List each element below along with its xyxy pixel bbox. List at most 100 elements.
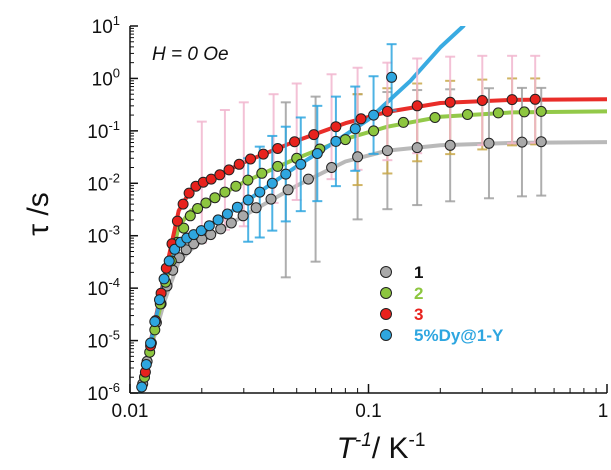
legend-label-series-4: 5%Dy@1-Y bbox=[414, 326, 504, 345]
legend-label-series-2: 2 bbox=[414, 284, 423, 303]
x-tick-labels: 0.01 0.1 1 bbox=[112, 401, 609, 422]
y-tick-label: 10-3 bbox=[87, 223, 120, 248]
data-point-series-3 bbox=[506, 94, 518, 106]
data-point-series-3 bbox=[183, 187, 195, 199]
data-point-series-4 bbox=[368, 109, 380, 121]
data-point-series-1 bbox=[180, 244, 192, 256]
data-point-series-3 bbox=[223, 164, 235, 176]
data-point-series-1 bbox=[535, 136, 547, 148]
data-point-series-2 bbox=[339, 134, 351, 146]
legend-marker-series-1 bbox=[380, 266, 392, 278]
data-point-series-2 bbox=[397, 116, 409, 128]
data-point-series-2 bbox=[272, 160, 284, 172]
data-point-series-3 bbox=[289, 136, 301, 148]
y-tick-label: 10-4 bbox=[87, 275, 120, 300]
x-tick-label: 0.01 bbox=[112, 401, 149, 422]
data-point-series-2 bbox=[368, 125, 380, 137]
legend: 1 2 3 5%Dy@1-Y bbox=[380, 263, 504, 345]
y-tick-label: 101 bbox=[92, 13, 120, 38]
data-point-series-1 bbox=[302, 173, 314, 185]
legend-marker-series-2 bbox=[380, 287, 392, 299]
data-point-series-4 bbox=[231, 201, 243, 213]
data-point-series-3 bbox=[330, 121, 342, 133]
data-point-series-4 bbox=[149, 316, 161, 328]
data-point-series-3 bbox=[245, 153, 256, 165]
data-point-series-2 bbox=[230, 180, 242, 192]
data-point-series-3 bbox=[411, 100, 423, 112]
data-point-series-4 bbox=[136, 381, 148, 393]
data-point-series-2 bbox=[192, 203, 204, 214]
data-points bbox=[136, 71, 547, 393]
data-point-series-3 bbox=[381, 105, 393, 117]
data-point-series-1 bbox=[444, 139, 456, 151]
data-point-series-4 bbox=[154, 294, 165, 306]
data-point-series-1 bbox=[225, 217, 237, 229]
data-point-series-2 bbox=[535, 105, 547, 117]
data-point-series-1 bbox=[381, 145, 393, 157]
data-point-series-4 bbox=[349, 123, 361, 135]
data-point-series-1 bbox=[326, 162, 338, 173]
data-point-series-1 bbox=[282, 184, 294, 196]
legend-label-series-3: 3 bbox=[414, 305, 423, 324]
data-point-series-2 bbox=[219, 186, 231, 198]
data-point-series-4 bbox=[158, 273, 170, 285]
data-point-series-4 bbox=[140, 359, 152, 370]
data-point-series-2 bbox=[178, 222, 190, 234]
legend-marker-series-3 bbox=[380, 308, 392, 320]
x-tick-label: 0.1 bbox=[355, 401, 381, 422]
data-point-series-4 bbox=[386, 71, 398, 83]
legend-marker-series-4 bbox=[380, 329, 392, 341]
data-point-series-2 bbox=[242, 174, 254, 186]
data-point-series-4 bbox=[169, 243, 181, 255]
data-point-series-4 bbox=[242, 194, 254, 206]
data-point-series-4 bbox=[280, 168, 292, 180]
data-point-series-3 bbox=[355, 113, 367, 125]
y-tick-label: 10-6 bbox=[87, 380, 120, 405]
y-tick-label: 100 bbox=[92, 65, 120, 90]
data-point-series-4 bbox=[212, 214, 224, 226]
data-point-series-4 bbox=[330, 135, 342, 147]
x-axis-title: T-1/ K-1 bbox=[337, 430, 426, 465]
data-point-series-3 bbox=[177, 198, 189, 210]
data-point-series-4 bbox=[254, 186, 266, 198]
data-point-series-4 bbox=[266, 177, 278, 189]
data-point-series-2 bbox=[256, 167, 268, 179]
data-point-series-3 bbox=[205, 173, 217, 185]
y-tick-label: 10-5 bbox=[87, 328, 120, 353]
data-point-series-2 bbox=[209, 192, 221, 204]
data-point-series-1 bbox=[265, 193, 277, 205]
data-point-series-3 bbox=[476, 95, 488, 106]
data-point-series-4 bbox=[203, 220, 215, 232]
data-point-series-3 bbox=[308, 129, 320, 141]
x-tick-label: 1 bbox=[598, 401, 609, 422]
data-point-series-3 bbox=[171, 215, 183, 227]
data-point-series-3 bbox=[272, 143, 284, 154]
data-point-series-3 bbox=[529, 93, 541, 105]
data-point-series-1 bbox=[250, 202, 262, 214]
data-point-series-2 bbox=[184, 210, 196, 222]
y-tick-label: 10-2 bbox=[87, 170, 120, 195]
data-point-series-2 bbox=[518, 106, 530, 118]
data-point-series-3 bbox=[444, 96, 456, 108]
field-annotation: H = 0 Oe bbox=[152, 44, 229, 65]
data-point-series-1 bbox=[516, 136, 528, 148]
svg-text:T-1/ K-1: T-1/ K-1 bbox=[337, 430, 426, 465]
data-point-series-4 bbox=[195, 225, 207, 237]
data-point-series-4 bbox=[145, 337, 157, 349]
data-point-series-3 bbox=[214, 169, 226, 181]
data-point-series-1 bbox=[215, 223, 227, 235]
data-point-series-4 bbox=[311, 148, 323, 159]
data-point-series-1 bbox=[237, 210, 249, 222]
y-tick-labels: 10-6 10-5 10-4 10-3 10-2 10-1 100 101 bbox=[87, 13, 120, 405]
y-tick-label: 10-1 bbox=[87, 118, 120, 143]
legend-label-series-1: 1 bbox=[414, 263, 423, 282]
data-point-series-2 bbox=[429, 112, 441, 123]
data-point-series-1 bbox=[352, 151, 364, 163]
data-point-series-3 bbox=[233, 158, 245, 170]
data-point-series-1 bbox=[205, 229, 217, 241]
axis-ticks bbox=[129, 25, 608, 394]
data-point-series-2 bbox=[462, 109, 473, 120]
data-point-series-2 bbox=[492, 107, 504, 119]
y-axis-title: τ /s bbox=[22, 192, 55, 236]
data-point-series-4 bbox=[295, 158, 307, 170]
